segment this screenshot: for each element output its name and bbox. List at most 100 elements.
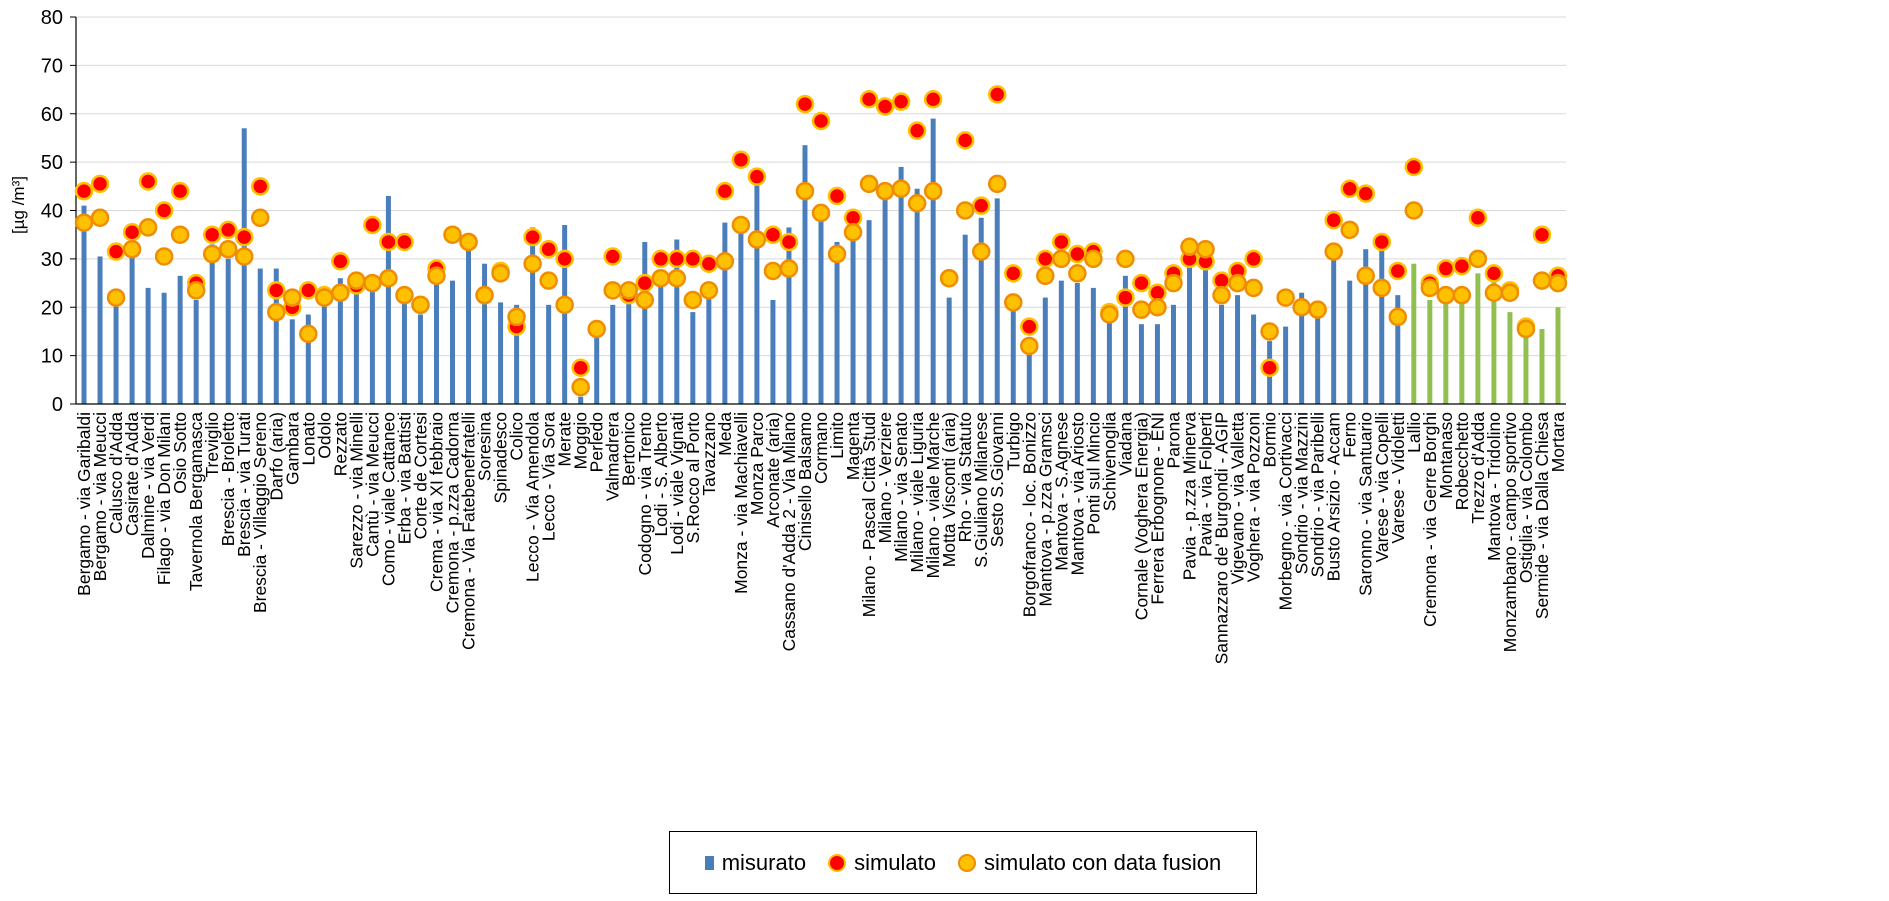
x-tick-label-41: Monza - via Machiavelli: [731, 412, 751, 594]
x-tick-label-39: Tavazzano: [699, 412, 719, 496]
marker-simulato-30: [555, 249, 574, 269]
marker-data-fusion-37: [667, 268, 687, 288]
x-tick-label-8: Treviglio: [202, 412, 222, 477]
x-tick-label-70: Pavia - via Folperti: [1196, 412, 1216, 557]
y-tick-label-20: 20: [41, 297, 63, 319]
bar-misurato-37: [674, 239, 680, 404]
bar-misurato-25: [482, 263, 488, 404]
bar-misurato-34: [626, 287, 632, 404]
x-tick-label-54: Motta Visconti (aria): [939, 412, 959, 567]
marker-simulato-6: [170, 181, 190, 201]
marker-simulato-85: [1436, 259, 1456, 278]
marker-simulato-9: [218, 220, 238, 240]
x-tick-label-67: Ferrera Erbognone - ENI: [1147, 412, 1167, 605]
bar-misurato-67: [1154, 324, 1160, 404]
marker-data-fusion-74: [1260, 322, 1279, 341]
bar-misurato-8: [209, 244, 215, 404]
bar-misurato-33: [610, 304, 616, 404]
marker-data-fusion-12: [267, 302, 286, 322]
marker-simulato-49: [859, 89, 879, 109]
bar-misurato-66: [1138, 324, 1144, 404]
x-tick-label-17: Sarezzo - via Minelli: [346, 412, 366, 569]
marker-data-fusion-53: [923, 181, 943, 201]
marker-simulato-41: [731, 150, 751, 169]
x-tick-label-53: Milano - viale Marche: [923, 412, 943, 578]
x-tick-label-92: Mortara: [1548, 412, 1568, 473]
marker-data-fusion-81: [1372, 278, 1392, 298]
bar-misurato-6: [177, 275, 183, 404]
marker-data-fusion-64: [1100, 305, 1119, 324]
bar-misurato-88: [1491, 280, 1497, 404]
marker-data-fusion-68: [1164, 273, 1183, 293]
x-tick-label-13: Gambara: [282, 412, 302, 485]
marker-simulato-43: [763, 225, 783, 244]
bar-misurato-87: [1475, 273, 1481, 404]
x-tick-label-2: Calusco d'Adda: [106, 412, 126, 534]
marker-simulato-47: [827, 186, 847, 206]
legend-item-misurato: misurato: [704, 850, 806, 876]
marker-data-fusion-55: [955, 201, 975, 220]
marker-data-fusion-23: [443, 225, 462, 244]
bar-misurato-56: [978, 217, 984, 404]
bar-misurato-27: [514, 304, 520, 404]
x-tick-label-74: Bormio: [1260, 412, 1280, 467]
bar-misurato-0: [81, 205, 87, 404]
marker-simulato-79: [1340, 179, 1359, 198]
marker-data-fusion-15: [315, 288, 334, 307]
x-tick-label-46: Cormano: [811, 412, 831, 484]
x-tick-label-16: Rezzato: [330, 412, 350, 476]
marker-simulato-44: [779, 232, 799, 252]
x-tick-label-43: Arconate (aria): [763, 412, 783, 528]
marker-data-fusion-1: [90, 208, 110, 228]
marker-simulato-31: [571, 358, 590, 377]
marker-simulato-19: [379, 232, 398, 252]
marker-simulato-80: [1356, 184, 1375, 203]
x-tick-label-9: Brescia - Broletto: [218, 412, 238, 546]
x-tick-label-18: Cantù - via Meucci: [362, 412, 382, 557]
marker-data-fusion-80: [1356, 266, 1375, 286]
marker-data-fusion-73: [1244, 278, 1263, 298]
x-tick-label-65: Viadana: [1115, 412, 1135, 476]
bar-misurato-63: [1090, 287, 1096, 404]
bar-layer: [81, 118, 1561, 405]
marker-data-fusion-87: [1468, 249, 1488, 269]
marker-simulato-46: [811, 111, 831, 131]
bar-misurato-19: [385, 195, 391, 404]
marker-data-fusion-69: [1180, 237, 1199, 257]
marker-data-fusion-30: [555, 295, 574, 315]
marker-data-fusion-4: [138, 218, 158, 237]
marker-data-fusion-79: [1340, 220, 1359, 240]
marker-simulato-8: [202, 225, 222, 244]
bar-misurato-57: [994, 198, 1000, 404]
x-tick-label-89: Monzambano - campo sportivo: [1500, 412, 1520, 652]
bar-misurato-72: [1235, 295, 1241, 404]
bar-misurato-77: [1315, 309, 1321, 404]
bar-misurato-17: [353, 278, 359, 404]
y-axis-label: [µg /m³]: [9, 176, 28, 234]
x-tick-label-66: Cornale (Voghera Energia): [1131, 412, 1151, 620]
x-tick-label-44: Cassano d'Adda 2 - Via Milano: [779, 412, 799, 651]
marker-simulato-10: [234, 227, 254, 247]
x-tick-label-34: Bertonico: [619, 412, 639, 486]
marker-data-fusion-43: [763, 261, 783, 281]
marker-data-fusion-67: [1148, 298, 1167, 317]
x-tick-label-35: Codogno - via Trento: [635, 412, 655, 575]
marker-data-fusion-2: [106, 288, 126, 307]
x-tick-label-56: S.Giuliano Milanese: [971, 412, 991, 568]
marker-data-fusion-84: [1420, 278, 1440, 298]
bar-misurato-5: [161, 292, 167, 404]
x-tick-label-88: Mantova - Tridolino: [1484, 412, 1504, 561]
x-tick-label-26: Spinadesco: [491, 412, 511, 503]
marker-data-fusion-19: [379, 268, 398, 288]
x-tick-label-78: Busto Arsizio - Accam: [1324, 412, 1344, 581]
marker-simulato-61: [1052, 232, 1071, 252]
marker-data-fusion-14: [299, 324, 318, 344]
x-tick-label-7: Tavernola Bergamasca: [186, 412, 206, 591]
x-tick-label-45: Cinisello Balsamo: [795, 412, 815, 551]
y-tick-label-50: 50: [41, 152, 63, 174]
x-tick-label-25: Soresina: [475, 412, 495, 481]
x-tick-label-1: Bergamo - via Meucci: [90, 412, 110, 581]
x-tick-label-90: Ostiglia - via Colombo: [1516, 412, 1536, 583]
marker-data-fusion-27: [507, 307, 526, 327]
marker-data-fusion-92: [1548, 273, 1568, 293]
